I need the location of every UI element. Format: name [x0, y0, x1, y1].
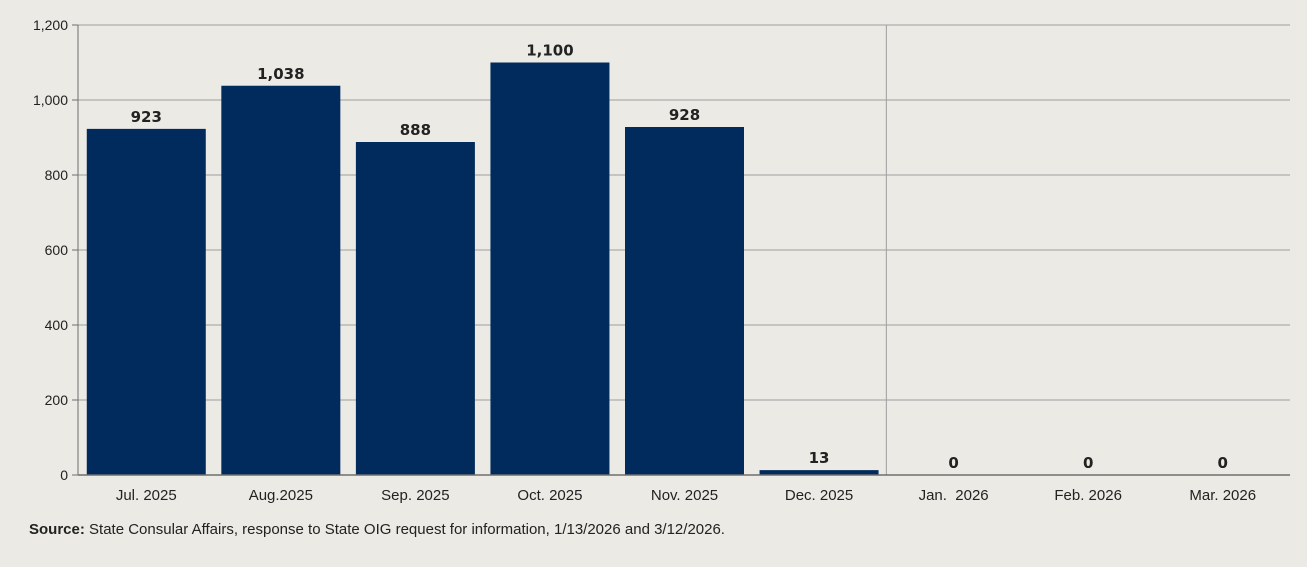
x-tick-label: Dec. 2025	[785, 487, 853, 504]
x-tick-label: Aug.2025	[249, 487, 313, 504]
source-label: Source:	[29, 521, 85, 538]
data-label: 1,100	[526, 42, 573, 60]
y-tick-label: 800	[45, 167, 69, 183]
y-tick-label: 400	[45, 317, 69, 333]
y-tick-label: 1,000	[33, 92, 68, 108]
x-tick-label: Jul. 2025	[116, 487, 177, 504]
bar	[355, 142, 475, 475]
bar	[221, 85, 341, 475]
bar	[625, 127, 744, 475]
bar	[759, 470, 879, 475]
y-tick-label: 200	[45, 392, 69, 408]
y-tick-label: 1,200	[33, 17, 68, 33]
data-label: 888	[400, 121, 431, 139]
source-note: Source: State Consular Affairs, response…	[29, 521, 725, 538]
source-text: State Consular Affairs, response to Stat…	[84, 521, 725, 538]
data-label: 1,038	[257, 65, 304, 83]
x-tick-label: Feb. 2026	[1054, 487, 1122, 504]
x-tick-label: Oct. 2025	[517, 487, 582, 504]
data-label: 0	[1218, 454, 1228, 472]
x-tick-label: Jan. 2026	[919, 487, 989, 504]
data-label: 0	[1083, 454, 1093, 472]
x-tick-label: Mar. 2026	[1189, 487, 1256, 504]
y-tick-label: 0	[60, 467, 68, 483]
bar-chart: 0 200 400 600 800 1,000 1,200 923 Jul. 2025 1,038…	[33, 17, 1290, 504]
data-label: 13	[809, 449, 830, 467]
data-label: 0	[948, 454, 958, 472]
x-tick-label: Sep. 2025	[381, 487, 449, 504]
data-label: 923	[131, 108, 162, 126]
bar	[490, 62, 610, 475]
y-tick-label: 600	[45, 242, 69, 258]
bar	[86, 128, 206, 475]
x-tick-label: Nov. 2025	[651, 487, 718, 504]
data-label: 928	[669, 106, 700, 124]
